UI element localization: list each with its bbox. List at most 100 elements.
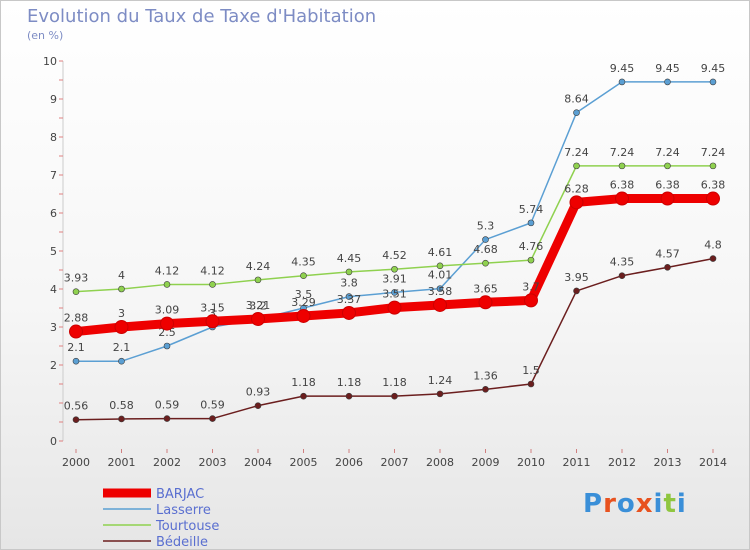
data-label-barjac: 6.38 [655, 179, 680, 192]
data-point-barjac [342, 305, 356, 320]
y-tick-label: 2 [50, 359, 57, 372]
data-point-barjac [387, 300, 402, 315]
data-label-lasserre: 2.1 [113, 341, 131, 354]
data-label-tourtouse: 7.24 [701, 146, 726, 159]
data-point-tourtouse [573, 162, 580, 170]
data-point-bédeille [436, 390, 444, 398]
data-label-bédeille: 0.58 [109, 399, 134, 412]
chart-title: Evolution du Taux de Taxe d'Habitation [27, 6, 377, 27]
data-label-barjac: 3.51 [382, 288, 407, 301]
data-point-tourtouse [345, 268, 353, 276]
x-tick-label: 2007 [381, 456, 409, 469]
data-point-bédeille [72, 416, 80, 424]
data-label-tourtouse: 4.61 [428, 246, 453, 259]
data-point-tourtouse [163, 281, 171, 288]
data-point-lasserre [436, 285, 444, 292]
data-label-barjac: 3.37 [337, 293, 362, 306]
data-label-tourtouse: 4 [118, 269, 125, 282]
data-label-tourtouse: 4.68 [473, 243, 498, 256]
data-point-tourtouse [118, 285, 125, 293]
logo-letter: r [603, 489, 617, 519]
data-label-bédeille: 1.24 [428, 374, 453, 387]
data-point-barjac [524, 293, 538, 308]
x-tick-label: 2012 [608, 456, 636, 469]
data-point-bédeille [254, 402, 262, 409]
legend-label: Tourtouse [155, 519, 219, 534]
legend-label: Bédeille [156, 535, 208, 549]
y-tick-label: 6 [50, 207, 57, 220]
data-point-bédeille [391, 392, 398, 400]
data-label-lasserre: 4.01 [428, 269, 453, 282]
data-point-barjac [251, 312, 265, 327]
data-label-bédeille: 1.5 [522, 364, 540, 377]
data-point-lasserre [72, 357, 80, 365]
data-point-lasserre [163, 342, 171, 350]
data-label-lasserre: 3.2 [249, 299, 267, 312]
data-point-lasserre [391, 289, 398, 296]
data-label-barjac: 3.58 [428, 285, 453, 298]
data-label-lasserre: 8.64 [564, 93, 589, 106]
y-tick-label: 0 [50, 435, 57, 448]
data-point-tourtouse [709, 162, 717, 170]
data-point-lasserre [527, 219, 535, 227]
data-point-tourtouse [209, 281, 216, 288]
x-tick-label: 2013 [654, 456, 682, 469]
x-tick-label: 2014 [699, 456, 727, 469]
data-label-bédeille: 1.18 [382, 376, 407, 389]
x-tick-label: 2006 [335, 456, 363, 469]
data-point-lasserre [118, 357, 125, 365]
x-tick-label: 2011 [563, 456, 591, 469]
logo-letter: o [616, 489, 636, 519]
data-point-barjac [296, 308, 311, 323]
data-label-lasserre: 3.5 [295, 288, 313, 301]
data-label-barjac: 3.65 [473, 282, 498, 295]
data-label-bédeille: 4.8 [704, 239, 722, 252]
data-label-lasserre: 9.45 [610, 62, 635, 75]
data-label-tourtouse: 4.35 [291, 256, 316, 269]
x-tick-label: 2008 [426, 456, 454, 469]
data-label-lasserre: 2.5 [158, 326, 176, 339]
data-label-barjac: 3.29 [291, 296, 316, 309]
data-point-tourtouse [391, 265, 398, 273]
data-point-bédeille [118, 415, 125, 423]
data-label-tourtouse: 4.52 [382, 249, 407, 262]
data-label-tourtouse: 4.76 [519, 240, 544, 253]
data-label-bédeille: 0.93 [246, 386, 271, 399]
data-label-barjac: 6.38 [701, 179, 726, 192]
x-tick-label: 2003 [199, 456, 227, 469]
data-label-tourtouse: 4.12 [155, 264, 180, 277]
logo-letter: x [635, 489, 654, 519]
data-label-lasserre: 3.8 [340, 277, 358, 290]
data-label-bédeille: 1.18 [337, 376, 362, 389]
data-point-barjac [205, 314, 220, 329]
data-label-barjac: 3.21 [246, 299, 271, 312]
data-point-bédeille [345, 392, 353, 400]
data-point-tourtouse [527, 256, 535, 264]
data-point-tourtouse [254, 276, 262, 284]
y-tick-label: 5 [50, 245, 57, 258]
data-label-tourtouse: 7.24 [564, 146, 589, 159]
data-label-tourtouse: 7.24 [655, 146, 680, 159]
y-tick-label: 3 [50, 321, 57, 334]
data-point-tourtouse [436, 262, 444, 270]
legend-label: BARJAC [156, 487, 204, 502]
data-label-bédeille: 0.56 [64, 400, 89, 413]
data-label-lasserre: 9.45 [655, 62, 680, 75]
data-point-bédeille [527, 380, 535, 388]
logo-letter: t [663, 489, 677, 519]
x-tick-label: 2004 [244, 456, 272, 469]
data-point-bédeille [209, 415, 216, 422]
proxiti-logo[interactable]: Proxiti [583, 489, 687, 519]
data-label-lasserre: 2.1 [67, 341, 85, 354]
x-tick-label: 2009 [472, 456, 500, 469]
data-point-tourtouse [664, 162, 671, 170]
data-point-barjac [706, 191, 720, 206]
data-point-lasserre [618, 78, 626, 86]
data-label-barjac: 3.09 [155, 304, 180, 317]
y-tick-label: 4 [50, 283, 57, 296]
data-point-lasserre [482, 236, 489, 243]
data-label-barjac: 3.7 [522, 280, 540, 293]
y-tick-label: 7 [50, 169, 57, 182]
data-label-barjac: 6.38 [610, 179, 635, 192]
data-label-tourtouse: 3.93 [64, 272, 89, 285]
